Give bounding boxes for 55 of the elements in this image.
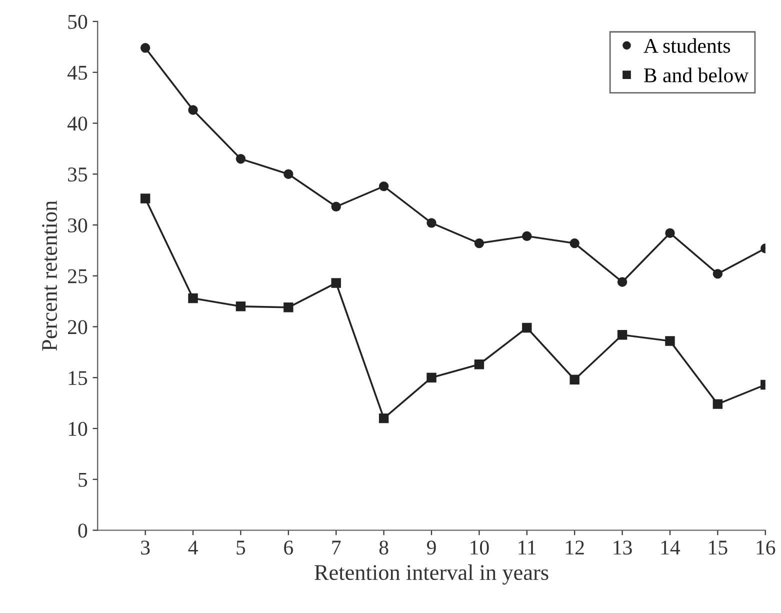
y-tick-label: 20 [68, 320, 88, 334]
y-tick-label: 5 [78, 472, 88, 487]
point [188, 105, 198, 115]
y-tick-label: 0 [78, 524, 88, 538]
x-tick-label: 8 [379, 540, 388, 555]
legend-label: B and below [644, 68, 749, 82]
y-axis-title: Percent retention [42, 200, 57, 351]
x-tick-label: 3 [141, 540, 150, 555]
point [712, 268, 723, 279]
point [474, 238, 484, 248]
x-axis-title: Retention interval in years [314, 564, 548, 585]
point [284, 169, 294, 179]
point [474, 360, 484, 370]
x-tick-label: 10 [470, 540, 489, 555]
point [426, 372, 436, 382]
point [284, 302, 294, 312]
point [426, 218, 436, 228]
x-tick-label: 16 [756, 540, 776, 555]
point [522, 322, 532, 333]
point [236, 154, 246, 164]
point [236, 302, 246, 312]
point [617, 277, 628, 287]
point [570, 374, 580, 385]
x-tick-label: 4 [188, 540, 198, 554]
x-tick-label: 9 [426, 540, 436, 555]
x-tick-label: 13 [614, 540, 632, 555]
point [331, 202, 341, 212]
point [378, 413, 389, 424]
x-tick-label: 12 [566, 540, 584, 554]
point [140, 194, 150, 204]
point [665, 336, 675, 346]
legend-label: A students [644, 38, 730, 53]
point [188, 293, 198, 304]
y-tick-label: 35 [68, 168, 88, 182]
x-tick-label: 15 [709, 540, 728, 555]
point [617, 330, 628, 340]
y-tick-label: 10 [68, 422, 88, 436]
point [140, 43, 150, 53]
point [665, 228, 675, 238]
x-tick-label: 14 [661, 540, 680, 554]
y-tick-label: 15 [68, 371, 88, 386]
x-tick-label: 5 [236, 540, 246, 555]
x-tick-label: 6 [284, 540, 293, 555]
point [712, 399, 723, 409]
y-tick-label: 40 [67, 116, 88, 131]
x-tick-label: 7 [332, 540, 341, 554]
point [378, 181, 389, 192]
y-tick-label: 25 [68, 269, 88, 284]
point [570, 238, 580, 248]
y-tick-label: 50 [68, 14, 88, 29]
point [522, 231, 532, 242]
point [331, 278, 341, 288]
y-tick-label: 30 [68, 218, 88, 232]
x-tick-label: 11 [518, 540, 536, 554]
y-tick-label: 45 [67, 66, 88, 80]
